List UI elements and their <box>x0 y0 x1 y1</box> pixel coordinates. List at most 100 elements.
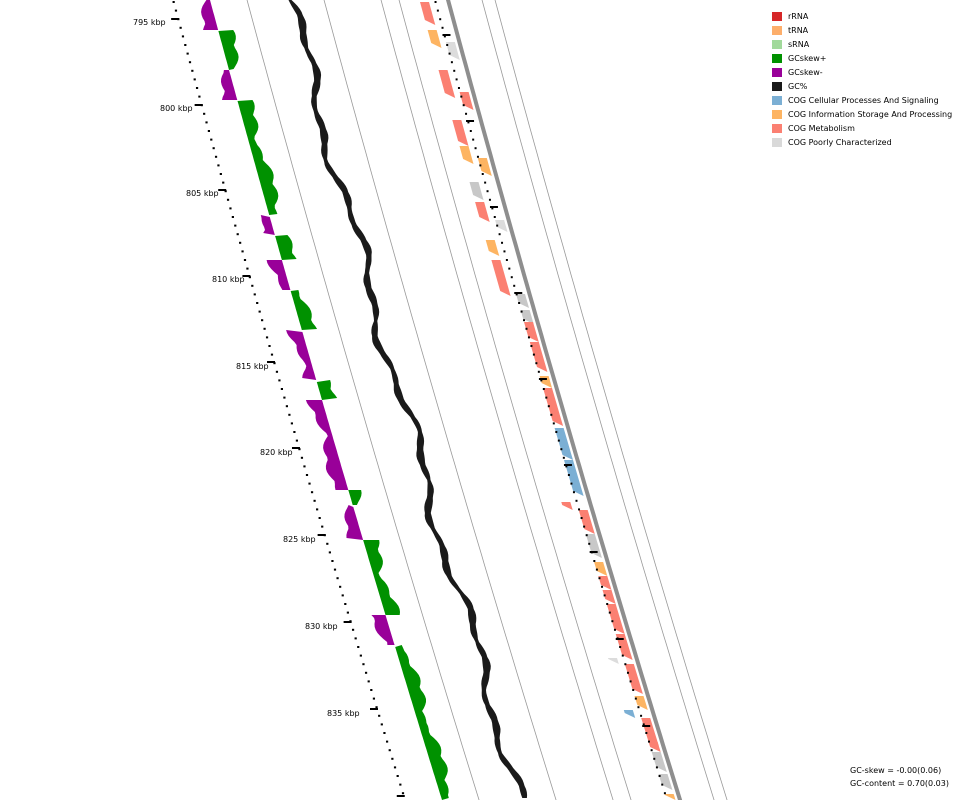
gene-feature <box>491 260 511 296</box>
gene-feature <box>524 322 539 342</box>
gene-feature <box>459 92 474 110</box>
legend-swatch <box>772 123 782 133</box>
gene-feature <box>624 664 643 694</box>
gc-content-band <box>288 0 528 798</box>
ring-line <box>398 0 632 800</box>
legend-swatch <box>772 109 782 119</box>
gc-skew-negative <box>221 70 238 100</box>
gene-feature <box>445 42 460 60</box>
gene-feature <box>648 742 661 752</box>
scale-label: 810 kbp <box>212 275 245 284</box>
gene-feature <box>578 510 595 534</box>
gc-skew-track <box>201 0 449 800</box>
gc-skew-negative <box>305 400 349 490</box>
legend-item-gcskew-minus: GCskew- <box>772 65 952 79</box>
gene-feature <box>475 202 490 222</box>
gc-skew-positive <box>237 100 279 215</box>
gene-feature <box>615 634 633 660</box>
gene-feature <box>495 220 508 232</box>
legend-label: GCskew+ <box>788 53 827 63</box>
gc-skew-positive <box>218 30 239 70</box>
gc-skew-stat: GC-skew = -0.00(0.06) <box>850 766 942 775</box>
legend-item-cog-metabolism: COG Metabolism <box>772 121 952 135</box>
gene-feature <box>520 310 534 324</box>
scale-label: 805 kbp <box>186 189 219 198</box>
gene-feature <box>452 120 469 146</box>
legend-swatch <box>772 95 782 105</box>
scale-label: 825 kbp <box>283 535 316 544</box>
gene-feature <box>651 752 667 772</box>
gc-skew-positive <box>395 645 449 800</box>
gene-feature <box>539 376 552 388</box>
legend-swatch <box>772 67 782 77</box>
ring-line <box>323 0 557 800</box>
scale-label: 835 kbp <box>327 709 360 718</box>
gene-feature <box>606 604 625 634</box>
ring-line <box>494 0 728 800</box>
ring-line <box>246 0 480 800</box>
gene-feature <box>459 146 474 164</box>
gene-feature <box>485 240 500 256</box>
legend-label: GC% <box>788 81 808 91</box>
gc-skew-positive <box>275 235 297 260</box>
gene-feature <box>598 576 612 590</box>
legend-label: COG Information Storage And Processing <box>788 109 953 119</box>
gc-skew-negative <box>260 215 275 235</box>
gc-content-track <box>288 0 528 798</box>
gc-skew-negative <box>266 260 291 290</box>
gene-feature <box>564 460 584 496</box>
scale-label: 815 kbp <box>236 362 269 371</box>
legend-item-trna: tRNA <box>772 23 952 37</box>
gene-feature <box>602 590 616 604</box>
scale-labels: 795 kbp 800 kbp 805 kbp 810 kbp 815 kbp … <box>133 18 360 718</box>
legend-item-cog-cellular: COG Cellular Processes And Signaling <box>772 93 952 107</box>
gc-skew-negative <box>286 330 317 380</box>
legend-swatch <box>772 53 782 63</box>
legend-label: GCskew- <box>788 67 823 77</box>
gene-feature <box>561 502 573 510</box>
ring-line <box>481 0 715 800</box>
legend-item-rrna: rRNA <box>772 9 952 23</box>
legend-item-cog-poorly: COG Poorly Characterized <box>772 135 952 149</box>
gene-features <box>420 2 676 800</box>
gc-skew-negative <box>344 505 364 540</box>
genome-stats: GC-skew = -0.00(0.06) GC-content = 0.70(… <box>850 766 949 792</box>
outer-scale-ticks <box>434 1 666 795</box>
legend: rRNA tRNA sRNA GCskew+ GCskew- GC% COG C… <box>772 9 952 149</box>
legend-item-srna: sRNA <box>772 37 952 51</box>
legend-label: tRNA <box>788 25 809 35</box>
legend-item-gc-percent: GC% <box>772 79 952 93</box>
legend-label: rRNA <box>788 11 809 21</box>
gene-feature <box>594 562 608 576</box>
legend-label: COG Cellular Processes And Signaling <box>788 95 939 105</box>
gc-skew-positive <box>290 290 318 330</box>
scale-label: 830 kbp <box>305 622 338 631</box>
legend-label: COG Poorly Characterized <box>788 137 892 147</box>
gc-skew-positive <box>363 540 400 615</box>
gene-feature <box>516 294 529 308</box>
scale-label: 795 kbp <box>133 18 166 27</box>
gene-feature <box>438 70 456 98</box>
gene-feature <box>634 696 648 710</box>
legend-swatch <box>772 25 782 35</box>
scale-label: 820 kbp <box>260 448 293 457</box>
gene-feature <box>608 658 619 664</box>
ring-line <box>445 0 683 800</box>
gene-feature <box>623 710 636 718</box>
legend-item-cog-information: COG Information Storage And Processing <box>772 107 952 121</box>
gene-feature <box>664 794 676 800</box>
gene-feature <box>469 182 484 200</box>
scale-ticks <box>171 1 405 797</box>
gc-skew-positive <box>348 490 362 505</box>
legend-swatch <box>772 81 782 91</box>
legend-label: sRNA <box>788 39 810 49</box>
gc-skew-positive <box>316 380 338 400</box>
scale-label: 800 kbp <box>160 104 193 113</box>
gene-feature <box>543 388 564 426</box>
gene-feature <box>420 2 436 25</box>
legend-swatch <box>772 137 782 147</box>
gene-feature <box>427 30 442 48</box>
legend-item-gcskew-plus: GCskew+ <box>772 51 952 65</box>
gc-skew-negative <box>371 615 395 645</box>
